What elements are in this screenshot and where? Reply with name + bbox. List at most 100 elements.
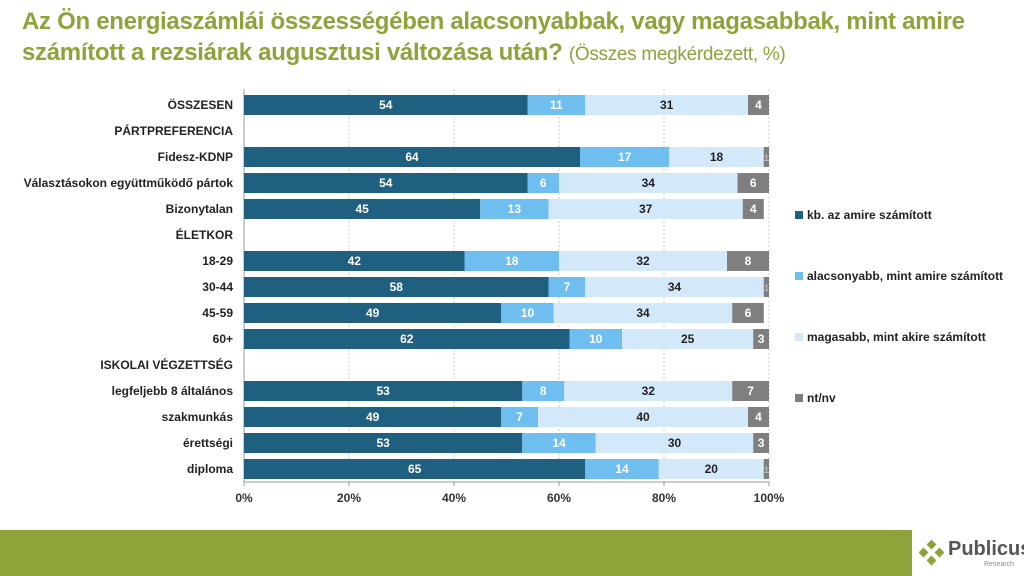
- bar-segment: [622, 329, 754, 349]
- bar-segment: [763, 459, 769, 479]
- bar-segment: [244, 147, 580, 167]
- category-label: 18-29: [202, 254, 233, 268]
- bar-segment: [585, 277, 764, 297]
- bar-segment: [480, 199, 549, 219]
- bar-segment: [244, 329, 570, 349]
- data-label: 62: [400, 332, 414, 346]
- bar-segment: [585, 459, 659, 479]
- data-label: 37: [639, 202, 653, 216]
- data-label: 14: [615, 462, 629, 476]
- bar-segment: [585, 95, 748, 115]
- x-tick-label: 20%: [337, 491, 361, 505]
- x-tick-label: 100%: [754, 491, 785, 505]
- category-label: Bizonytalan: [166, 202, 233, 216]
- bar-segment: [732, 381, 769, 401]
- logo-sub: Research: [984, 561, 1014, 568]
- bar-segment: [753, 329, 769, 349]
- publicus-logo: Publicus Research: [918, 536, 1024, 572]
- category-label: szakmunkás: [162, 410, 234, 424]
- data-label: 32: [642, 384, 656, 398]
- data-label: 17: [618, 150, 632, 164]
- data-label: 54: [379, 176, 393, 190]
- bar-segment: [559, 251, 727, 271]
- data-label: 42: [348, 254, 362, 268]
- title-main: Az Ön energiaszámlái összességében alacs…: [22, 8, 965, 66]
- category-label: érettségi: [183, 436, 233, 450]
- bar-segment: [527, 173, 559, 193]
- data-label: 18: [710, 150, 724, 164]
- data-label: 3: [758, 436, 765, 450]
- data-label: 3: [758, 332, 765, 346]
- data-label: 65: [408, 462, 422, 476]
- data-label: 8: [745, 254, 752, 268]
- data-label: 14: [552, 436, 566, 450]
- bar-segment: [244, 95, 528, 115]
- bar-segment: [727, 251, 769, 271]
- data-label: 10: [521, 306, 535, 320]
- bar-segment: [580, 147, 670, 167]
- data-label: 4: [755, 98, 762, 112]
- x-tick-label: 80%: [652, 491, 676, 505]
- data-label: 6: [540, 176, 547, 190]
- x-tick-label: 0%: [235, 491, 253, 505]
- data-label: 54: [379, 98, 393, 112]
- slide-title: Az Ön energiaszámlái összességében alacs…: [22, 6, 1002, 70]
- bar-segment: [732, 303, 764, 323]
- data-label: 40: [636, 410, 650, 424]
- data-label: 1: [764, 465, 769, 475]
- bar-segment: [548, 277, 586, 297]
- bar-segment: [548, 199, 743, 219]
- data-label: 4: [755, 410, 762, 424]
- bar-segment: [538, 407, 748, 427]
- data-label: 45: [355, 202, 369, 216]
- category-label: PÁRTPREFERENCIA: [114, 123, 233, 138]
- data-label: 10: [589, 332, 603, 346]
- data-label: 53: [376, 436, 390, 450]
- data-label: 53: [376, 384, 390, 398]
- data-label: 49: [366, 306, 380, 320]
- bar-segment: [553, 303, 733, 323]
- bar-segment: [569, 329, 622, 349]
- bar-segment: [522, 433, 596, 453]
- category-label: ISKOLAI VÉGZETTSÉG: [100, 357, 233, 372]
- logo-name: Publicus: [948, 538, 1024, 560]
- data-label: 64: [405, 150, 419, 164]
- bar-segment: [763, 277, 769, 297]
- legend-swatch: [795, 272, 803, 280]
- bar-segment: [501, 303, 554, 323]
- legend-label: alacsonyabb, mint amire számított: [807, 269, 1003, 283]
- data-label: 18: [505, 254, 519, 268]
- data-label: 7: [516, 410, 523, 424]
- legend-swatch: [795, 333, 803, 341]
- data-label: 6: [745, 306, 752, 320]
- category-label: ÖSSZESEN: [168, 97, 233, 112]
- bar-segment: [244, 407, 502, 427]
- data-label: 34: [642, 176, 656, 190]
- bar-segment: [527, 95, 586, 115]
- x-tick-label: 60%: [547, 491, 571, 505]
- bar-segment: [244, 433, 523, 453]
- data-label: 1: [764, 283, 769, 293]
- category-label: diploma: [187, 462, 233, 476]
- bar-segment: [595, 433, 754, 453]
- bar-segment: [244, 251, 465, 271]
- category-label: ÉLETKOR: [176, 227, 234, 242]
- data-label: 34: [668, 280, 682, 294]
- data-label: 6: [750, 176, 757, 190]
- bar-segment: [763, 147, 769, 167]
- stacked-bar-chart: 0% 20% 40% 60% 80% 100%ÖSSZESEN 54 11 31 4PÁRTPRE…: [24, 89, 1003, 505]
- bar-segment: [748, 95, 769, 115]
- logo-diamond-icon: [918, 540, 945, 566]
- x-tick-label: 40%: [442, 491, 466, 505]
- data-label: 49: [366, 410, 380, 424]
- category-label: 45-59: [202, 306, 233, 320]
- bar-segment: [244, 381, 523, 401]
- data-label: 13: [508, 202, 522, 216]
- bar-segment: [244, 277, 549, 297]
- data-label: 1: [764, 153, 769, 163]
- bar-segment: [658, 459, 764, 479]
- bar-segment: [748, 407, 769, 427]
- bar-segment: [559, 173, 738, 193]
- bar-segment: [742, 199, 764, 219]
- data-label: 32: [636, 254, 650, 268]
